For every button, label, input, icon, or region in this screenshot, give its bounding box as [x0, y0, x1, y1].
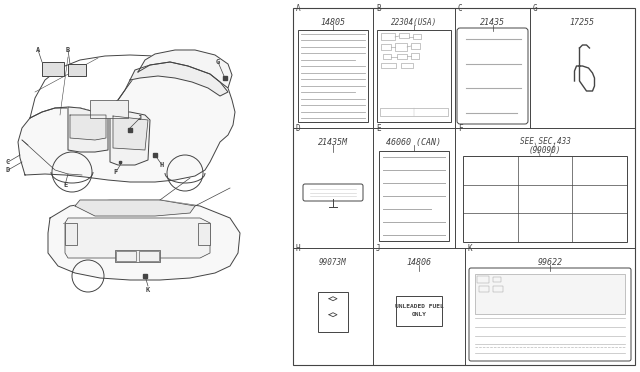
Text: K: K	[146, 287, 150, 293]
Bar	[379, 151, 449, 241]
Text: J: J	[138, 115, 142, 121]
Polygon shape	[70, 115, 106, 140]
Polygon shape	[68, 107, 108, 152]
Text: 21435M: 21435M	[318, 138, 348, 147]
FancyBboxPatch shape	[303, 184, 363, 201]
Text: E: E	[376, 124, 381, 133]
Polygon shape	[75, 200, 195, 216]
Text: UNLEADED FUEL: UNLEADED FUEL	[395, 304, 444, 308]
Text: A: A	[296, 4, 301, 13]
Text: SEE SEC.433: SEE SEC.433	[520, 137, 570, 146]
Polygon shape	[48, 200, 240, 280]
Text: 99622: 99622	[538, 258, 563, 267]
Bar	[411, 43, 420, 49]
Bar	[381, 33, 395, 40]
Bar	[396, 295, 442, 326]
Text: A: A	[36, 47, 40, 53]
Text: B: B	[66, 47, 70, 53]
Bar	[395, 43, 407, 51]
Text: 14805: 14805	[321, 18, 346, 27]
Text: F: F	[114, 169, 118, 175]
Bar	[381, 63, 396, 68]
Polygon shape	[110, 112, 150, 165]
Text: C: C	[458, 4, 463, 13]
Bar	[65, 223, 77, 245]
Text: G: G	[533, 4, 538, 13]
Text: H: H	[160, 162, 164, 168]
Text: ONLY: ONLY	[412, 312, 426, 317]
Text: H: H	[296, 244, 301, 253]
Bar	[377, 30, 451, 122]
Text: D: D	[6, 167, 10, 173]
Text: 22304(USA): 22304(USA)	[391, 18, 437, 27]
Bar	[68, 64, 86, 76]
Bar	[397, 54, 407, 59]
Bar	[139, 251, 159, 261]
Text: 46060 (CAN): 46060 (CAN)	[387, 138, 442, 147]
Bar	[90, 100, 128, 118]
Bar	[479, 286, 489, 292]
Bar	[463, 156, 627, 242]
Bar	[399, 33, 409, 38]
Polygon shape	[138, 50, 232, 88]
Bar	[380, 108, 448, 116]
Bar	[383, 54, 391, 59]
Bar	[42, 62, 64, 76]
Bar	[116, 251, 136, 261]
Text: 14806: 14806	[406, 258, 431, 267]
Polygon shape	[18, 62, 235, 182]
Bar	[401, 63, 413, 68]
Bar	[198, 223, 210, 245]
Polygon shape	[130, 62, 228, 96]
Text: D: D	[296, 124, 301, 133]
Bar	[411, 53, 419, 59]
Text: B: B	[376, 4, 381, 13]
Text: F: F	[458, 124, 463, 133]
Text: K: K	[468, 244, 472, 253]
Bar	[475, 274, 625, 314]
Text: G: G	[216, 59, 220, 65]
FancyBboxPatch shape	[469, 268, 631, 361]
Bar	[477, 276, 489, 283]
Bar	[115, 250, 160, 262]
Bar	[318, 292, 348, 331]
Bar	[381, 44, 391, 50]
Text: 99073M: 99073M	[319, 258, 347, 267]
Bar	[298, 30, 368, 122]
Text: 17255: 17255	[570, 18, 595, 27]
Text: E: E	[63, 182, 67, 188]
Text: J: J	[376, 244, 381, 253]
FancyBboxPatch shape	[457, 28, 528, 124]
Bar	[493, 277, 501, 282]
Bar	[293, 8, 635, 365]
Bar	[413, 34, 421, 39]
Text: 21435: 21435	[480, 18, 505, 27]
Polygon shape	[113, 116, 148, 150]
Text: (99090): (99090)	[529, 146, 561, 155]
Bar	[493, 286, 503, 292]
Polygon shape	[65, 218, 210, 258]
Text: C: C	[6, 159, 10, 165]
